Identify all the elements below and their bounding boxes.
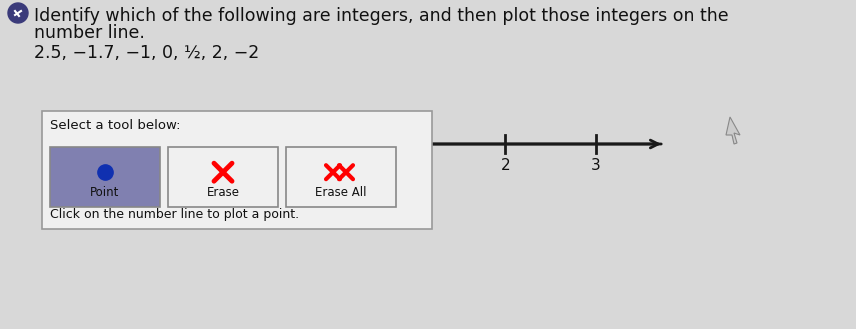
Text: Select a tool below:: Select a tool below:	[50, 119, 181, 132]
Text: -1: -1	[227, 158, 242, 173]
Text: 0: 0	[320, 158, 330, 173]
Text: -2: -2	[137, 158, 152, 173]
Text: Erase All: Erase All	[315, 186, 366, 199]
FancyBboxPatch shape	[42, 111, 432, 229]
Text: 3: 3	[591, 158, 601, 173]
FancyBboxPatch shape	[50, 147, 160, 207]
Text: 2: 2	[501, 158, 510, 173]
FancyBboxPatch shape	[168, 147, 278, 207]
Text: 2.5, −1.7, −1, 0, ½, 2, −2: 2.5, −1.7, −1, 0, ½, 2, −2	[34, 44, 259, 62]
FancyBboxPatch shape	[286, 147, 396, 207]
Text: number line.: number line.	[34, 24, 145, 42]
Text: Erase: Erase	[206, 186, 240, 199]
Text: Identify which of the following are integers, and then plot those integers on th: Identify which of the following are inte…	[34, 7, 728, 25]
Text: Click on the number line to plot a point.: Click on the number line to plot a point…	[50, 208, 299, 221]
Polygon shape	[726, 117, 740, 144]
Text: Point: Point	[91, 186, 120, 199]
Circle shape	[8, 3, 28, 23]
Text: 1: 1	[410, 158, 420, 173]
